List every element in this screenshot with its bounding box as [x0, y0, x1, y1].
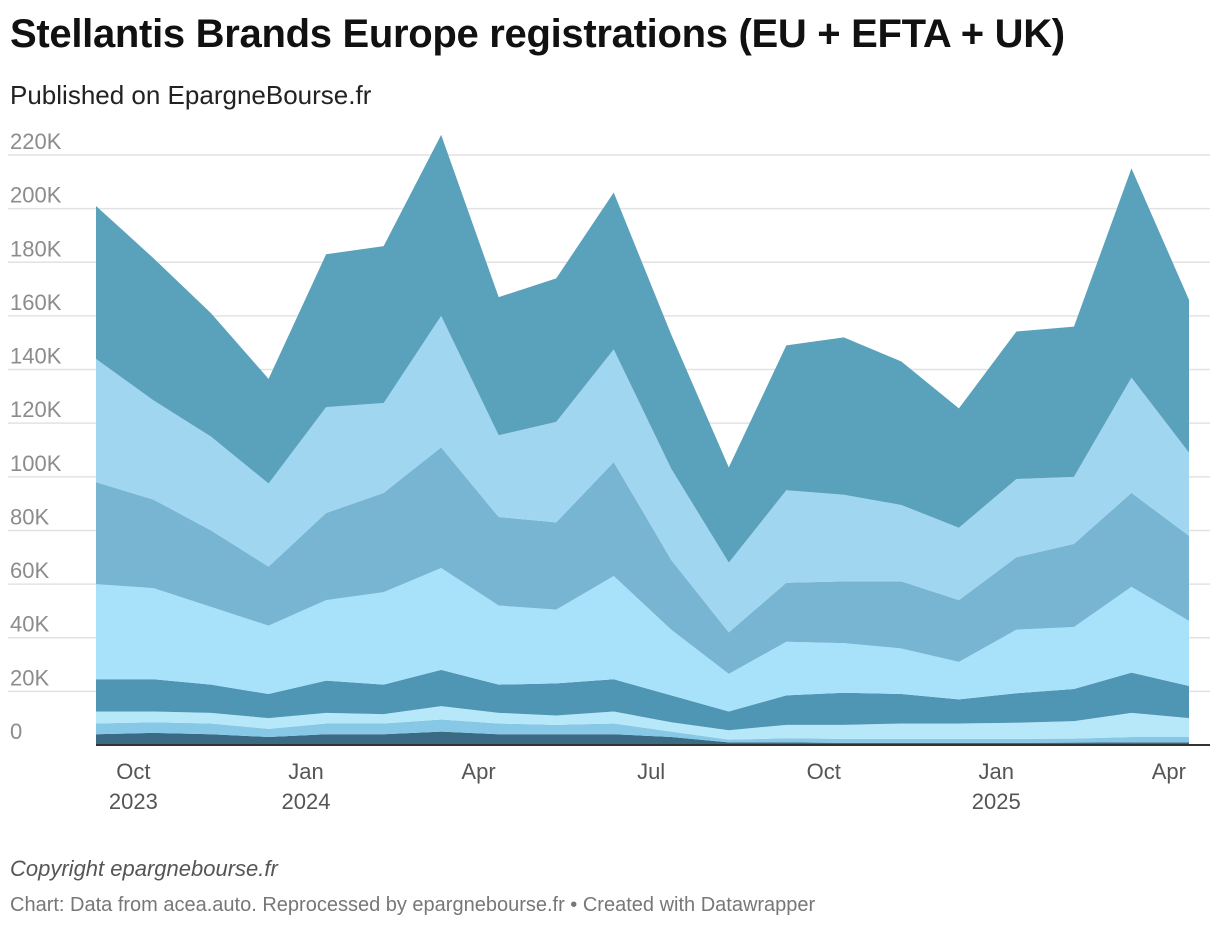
x-tick-label: Jan [979, 759, 1014, 784]
area-series-8 [96, 134, 1189, 563]
x-tick-label: Oct [116, 759, 150, 784]
source-notes: Chart: Data from acea.auto. Reprocessed … [10, 894, 816, 916]
y-tick-label: 160K [10, 290, 62, 315]
y-tick-label: 20K [10, 665, 49, 690]
x-tick-year-label: 2024 [281, 789, 330, 814]
y-tick-label: 100K [10, 451, 62, 476]
y-tick-label: 220K [10, 130, 62, 154]
x-tick-year-label: 2025 [972, 789, 1021, 814]
area-series-6 [96, 447, 1189, 674]
y-axis-tick-labels: 0 20K 40K 60K 80K 100K 120K 140K 160K 180K 200K 220… [10, 130, 62, 744]
y-tick-label: 60K [10, 558, 49, 583]
x-axis-tick-labels: Oct 2023 Jan 2024 Apr Jul Oct Jan 2025 Apr [109, 759, 1186, 814]
area-series-group [96, 134, 1189, 745]
area-series-2 [96, 719, 1189, 743]
y-tick-label: 180K [10, 236, 62, 261]
area-series-4 [96, 669, 1189, 731]
area-series-5 [96, 568, 1189, 712]
chart-title: Stellantis Brands Europe registrations (… [10, 12, 1065, 56]
x-tick-year-label: 2023 [109, 789, 158, 814]
area-series-1 [96, 731, 1189, 745]
area-series-7 [96, 315, 1189, 633]
x-tick-label: Oct [807, 759, 841, 784]
stacked-area-chart: 0 20K 40K 60K 80K 100K 120K 140K 160K 180K 200K 220… [8, 130, 1210, 814]
y-tick-label: 40K [10, 612, 49, 637]
area-series-3 [96, 706, 1189, 740]
x-tick-label: Apr [461, 759, 495, 784]
chart-subtitle: Published on EpargneBourse.fr [10, 80, 372, 110]
y-tick-label: 80K [10, 504, 49, 529]
x-tick-label: Jan [288, 759, 323, 784]
y-tick-label: 0 [10, 719, 22, 744]
x-tick-label: Apr [1152, 759, 1186, 784]
y-tick-label: 200K [10, 183, 62, 208]
x-tick-label: Jul [637, 759, 665, 784]
y-tick-label: 140K [10, 344, 62, 369]
copyright-note: Copyright epargnebourse.fr [10, 856, 278, 881]
y-tick-label: 120K [10, 397, 62, 422]
